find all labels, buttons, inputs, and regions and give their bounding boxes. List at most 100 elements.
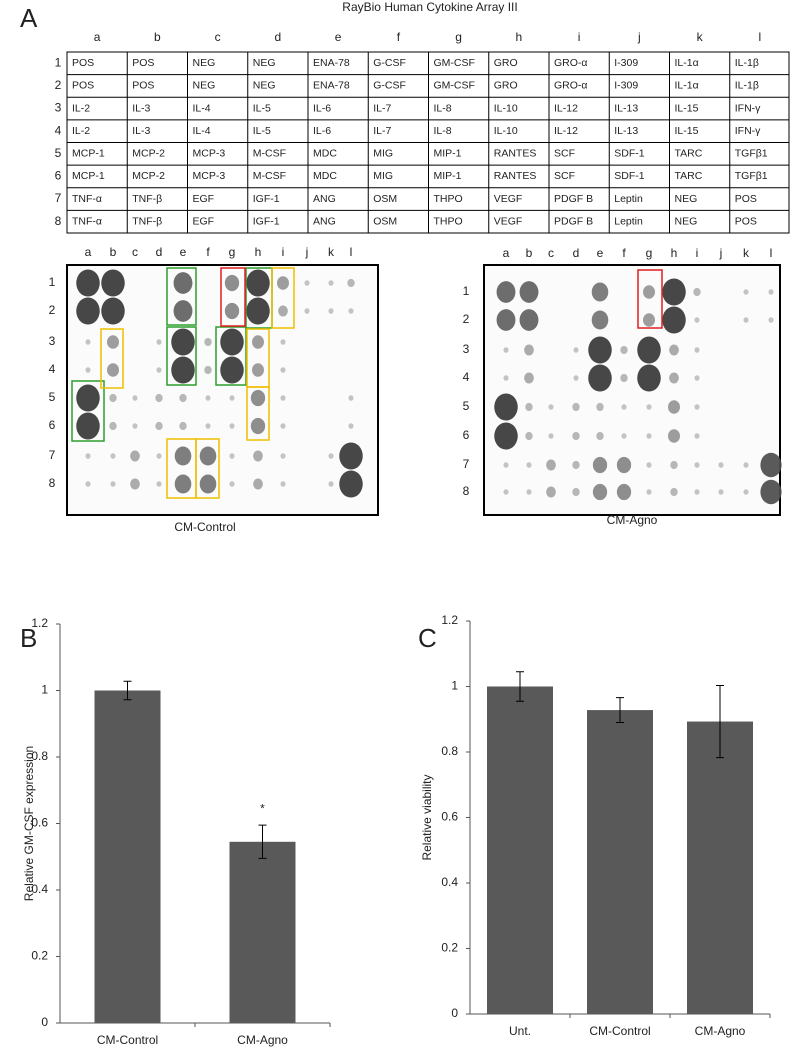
x-tick-label: CM-Agno [237,1033,288,1047]
blot-column-label: l [350,245,353,259]
table-cell: TGFβ1 [735,170,768,182]
blot-column-label: i [696,246,699,260]
table-cell: NEG [193,80,216,92]
blot-spot [76,384,100,412]
table-cell: THPO [434,215,463,227]
row-label: 8 [55,214,62,228]
table-cell: M-CSF [253,170,286,182]
blot-spot [643,313,655,327]
blot-spot [525,402,533,412]
blot-spot [179,393,187,403]
table-cell: RANTES [494,170,537,182]
table-cell: IL-2 [72,125,90,137]
row-label: 7 [55,191,62,205]
blot-spot [132,395,138,401]
blot-spot [693,287,701,297]
table-cell: ANG [313,215,336,227]
blot-spot [204,365,212,375]
blot-column-label: h [255,245,262,259]
blot-spot [519,309,539,331]
blot-spot [620,373,628,383]
blot-spot [503,347,509,353]
table-cell: IL-3 [132,102,150,114]
table-cell: G-CSF [373,57,406,69]
blot-spot [668,429,680,443]
table-cell: PDGF B [554,193,593,205]
table-cell: THPO [434,193,463,205]
blot-column-label: j [305,245,309,259]
highlight-box [71,380,105,442]
blot-spot [592,456,608,474]
y-tick-label: 0.4 [441,875,458,889]
blot-spot [591,310,609,330]
bar [94,690,161,1023]
y-tick-label: 0 [41,1015,48,1029]
y-tick-label: 0.4 [31,882,48,896]
table-cell: SDF-1 [614,170,644,182]
column-label: k [697,30,704,44]
table-cell: IL-7 [373,125,391,137]
column-label: i [578,30,581,44]
blot-spot [548,433,554,439]
blot-spot [669,372,679,384]
blot-column-label: d [573,246,580,260]
blot-spot [621,433,627,439]
blot-column-label: f [206,245,210,259]
blot-spot [110,481,116,487]
blot-spot [304,280,310,286]
blot-spot [694,462,700,468]
table-cell: MIP-1 [434,170,462,182]
blot-spot [280,339,286,345]
blot-spot [616,483,632,501]
blot-spot [328,481,334,487]
blot-spot [85,339,91,345]
table-cell: POS [72,80,94,92]
y-tick-label: 0.8 [441,744,458,758]
blot-spot [768,289,774,295]
table-cell: TNF-β [132,193,162,205]
y-axis-title: Relative GM-CSF expression [22,746,36,901]
bar [487,686,553,1014]
blot-spot [101,297,125,325]
blot-spot [253,450,263,462]
blot-column-label: g [646,246,653,260]
y-axis-title: Relative viability [420,774,434,860]
blot-spot [229,481,235,487]
blot-spot [596,431,604,441]
blot-column-label: g [229,245,236,259]
blot-spot [496,281,516,303]
error-bar [258,824,267,859]
table-cell: VEGF [494,215,523,227]
table-cell: MCP-1 [72,148,105,160]
blot-spot [503,375,509,381]
table-cell: I-309 [614,80,638,92]
highlight-box [271,267,295,329]
table-cell: POS [735,215,757,227]
blot-spot [278,305,288,317]
column-label: g [455,30,462,44]
blot-column-label: a [85,245,92,259]
blot-spot [348,308,354,314]
blot-spot [199,474,217,494]
table-cell: POS [132,57,154,69]
table-cell: IFN-γ [735,125,761,137]
blot-spot [229,423,235,429]
blot-spot [205,423,211,429]
blot-spot [110,453,116,459]
blot-spot [694,489,700,495]
blot-spot [694,433,700,439]
blot-spot [760,479,782,505]
blot-spot [339,470,363,498]
x-tick-label: CM-Control [589,1024,650,1038]
y-tick-label: 0.2 [31,949,48,963]
blot-spot [572,487,580,497]
table-cell: ENA-78 [313,80,350,92]
blot-spot [173,272,193,294]
blot-spot [246,269,270,297]
blot-row-label: 8 [49,476,56,490]
table-cell: IL-1α [675,80,699,92]
highlight-box [195,438,220,499]
blot-column-label: b [110,245,117,259]
blot-column-label: d [156,245,163,259]
column-label: d [275,30,282,44]
